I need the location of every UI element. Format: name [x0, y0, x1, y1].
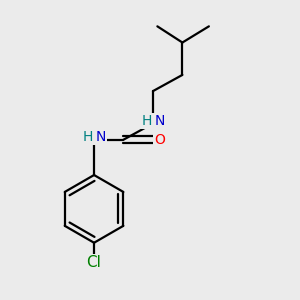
Text: O: O: [154, 133, 165, 147]
Text: N: N: [154, 114, 165, 128]
Text: H: H: [141, 114, 152, 128]
Text: Cl: Cl: [87, 255, 101, 270]
Text: H: H: [82, 130, 93, 144]
Text: N: N: [95, 130, 106, 144]
